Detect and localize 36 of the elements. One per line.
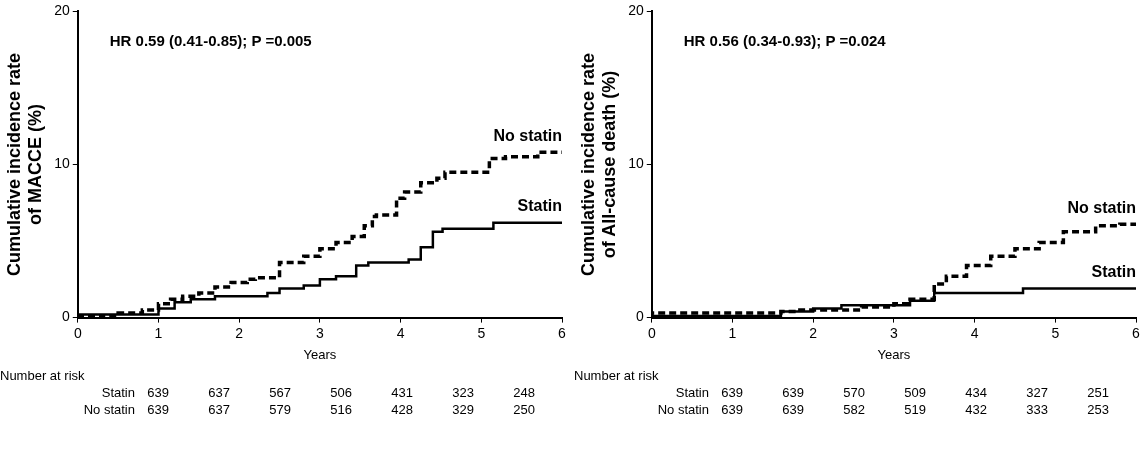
x-tick-label: 0 <box>647 324 656 341</box>
x-tick-label: 6 <box>1132 324 1141 341</box>
y-tick-label: 0 <box>61 308 70 325</box>
x-tick-label: 6 <box>558 324 567 341</box>
series-label: No statin <box>493 126 562 144</box>
y-tick-label: 10 <box>54 155 70 172</box>
x-tick-label: 4 <box>396 324 405 341</box>
x-tick-label: 1 <box>728 324 737 341</box>
text: No statin 639 639 582 519 432 333 253 <box>657 402 1109 417</box>
y-tick-label: 20 <box>54 2 70 19</box>
x-axis-title: Years <box>877 346 911 362</box>
y-axis-title: Cumulative incidence rate of MACCE (%) <box>3 52 46 277</box>
x-tick-label: 2 <box>809 324 818 341</box>
text: No statin 639 637 579 516 428 329 250 <box>83 402 535 417</box>
text: Statin 639 639 570 509 434 327 251 <box>675 385 1109 400</box>
text: Statin 639 637 567 506 431 323 248 <box>101 385 535 400</box>
x-tick-label: 1 <box>154 324 163 341</box>
annotation: HR 0.56 (0.34-0.93); P =0.024 <box>683 31 887 49</box>
y-tick-label: 20 <box>628 2 644 19</box>
x-tick-label: 3 <box>315 324 324 341</box>
x-tick-label: 5 <box>1051 324 1060 341</box>
series-label: No statin <box>1067 198 1136 216</box>
y-tick-label: 0 <box>635 308 644 325</box>
x-tick-label: 5 <box>477 324 486 341</box>
y-axis-title: Cumulative incidence rate of All-cause death (%) <box>577 52 620 277</box>
x-tick-label: 0 <box>73 324 82 341</box>
x-tick-label: 4 <box>970 324 979 341</box>
series-label: Statin <box>517 197 562 215</box>
y-tick-label: 10 <box>628 155 644 172</box>
x-tick-label: 3 <box>889 324 898 341</box>
text: Number at risk <box>0 367 86 384</box>
annotation: HR 0.59 (0.41-0.85); P =0.005 <box>109 31 312 49</box>
x-tick-label: 2 <box>235 324 244 341</box>
x-axis-title: Years <box>303 346 337 362</box>
text: Number at risk <box>574 367 660 384</box>
series-label: Statin <box>1091 262 1136 280</box>
